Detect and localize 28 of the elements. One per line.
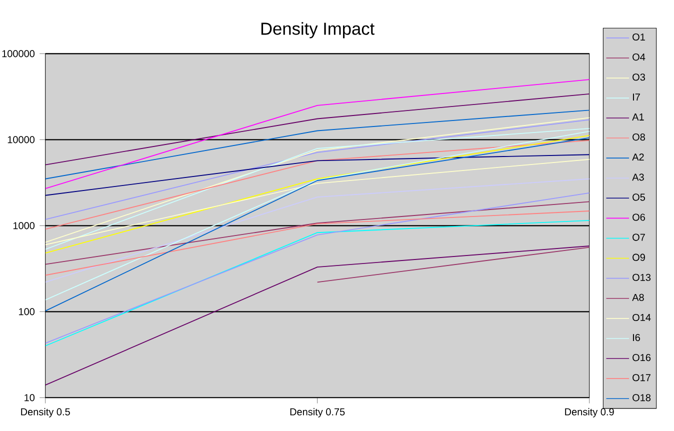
legend-label: A3 [632, 174, 644, 181]
legend-label: O3 [632, 74, 645, 81]
legend-label: O17 [632, 374, 650, 382]
x-tick-label: Density 0.9 [565, 408, 614, 418]
legend-label: I6 [633, 334, 640, 342]
legend-label: O8 [632, 134, 645, 141]
y-tick-label: 100 [19, 308, 35, 316]
legend-label: O7 [632, 234, 645, 241]
legend-label: O5 [632, 194, 646, 201]
x-tick-label: Density 0.5 [21, 408, 70, 418]
legend-label: A8 [632, 294, 644, 301]
legend-label: O1 [632, 33, 645, 41]
y-tick-label: 10 [24, 394, 35, 402]
legend-label: I7 [633, 94, 640, 100]
x-tick-label: Density 0.75 [290, 408, 345, 418]
legend-label: O9 [632, 254, 645, 261]
y-tick-label: 10000 [8, 136, 35, 144]
y-tick-label: 1000 [13, 222, 35, 230]
legend-label: A1 [632, 114, 644, 120]
legend-label: A2 [632, 154, 644, 161]
legend-label: O16 [632, 354, 651, 362]
legend-label: O13 [632, 274, 651, 281]
y-tick-label: 100000 [2, 50, 35, 58]
chart-title: Density Impact [261, 22, 374, 38]
legend-label: O14 [632, 314, 651, 322]
legend-label: O18 [632, 394, 651, 402]
legend-label: O4 [632, 54, 646, 61]
legend-label: O6 [632, 214, 645, 221]
